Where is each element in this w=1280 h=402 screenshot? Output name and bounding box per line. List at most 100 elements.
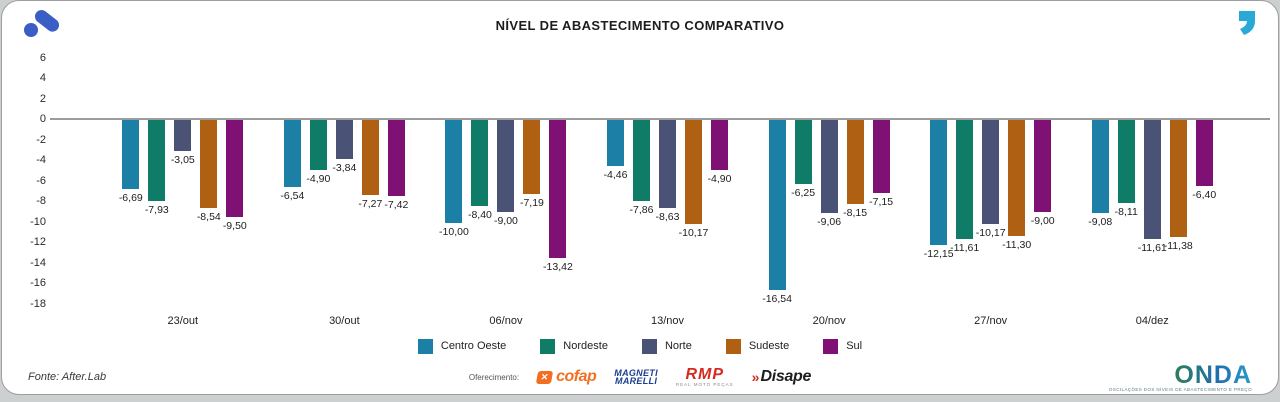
bar-value-label: -3,05 — [170, 154, 195, 167]
bar-nordeste — [633, 120, 651, 201]
disape-logo-text: Disape — [760, 368, 812, 385]
legend-label: Sudeste — [748, 340, 790, 352]
legend: Centro Oeste Nordeste Norte Sudeste Sul — [2, 333, 1278, 359]
bar-centro-oeste — [607, 120, 625, 166]
legend-label: Sul — [846, 340, 863, 352]
bar-centro-oeste — [768, 120, 786, 290]
onda-tagline: OSCILAÇÕES DOS NÍVEIS DE ABASTECIMENTO E… — [1108, 386, 1252, 392]
bar-sudeste — [1169, 120, 1187, 237]
bar-column: -11,61 — [950, 120, 979, 254]
cofap-logo: ✕ cofap — [535, 368, 597, 386]
page-title: NÍVEL DE ABASTECIMENTO COMPARATIVO — [495, 17, 785, 33]
bar-norte — [1143, 120, 1161, 239]
bar-value-label: -8,54 — [196, 210, 221, 223]
y-axis-tick-label: -12 — [30, 236, 46, 248]
cofap-logo-icon: ✕ — [535, 370, 554, 384]
bar-value-label: -9,00 — [1030, 215, 1055, 228]
bar-value-label: -16,54 — [762, 292, 792, 305]
afterlab-logo-icon — [22, 5, 62, 46]
bar-value-label: -8,15 — [843, 206, 868, 219]
bar-column: -3,84 — [332, 120, 356, 174]
bar-column: -4,90 — [708, 120, 731, 185]
bar-value-label: -9,50 — [222, 220, 247, 233]
bar-column: -11,30 — [1002, 120, 1031, 251]
bar-value-label: -7,42 — [384, 199, 409, 212]
legend-item: Sul — [823, 338, 863, 354]
magneti-marelli-logo: MAGNETI MARELLI — [614, 369, 658, 386]
footer: Fonte: After.Lab Oferecimento: ✕ cofap M… — [2, 359, 1278, 394]
y-axis-tick-label: -18 — [30, 297, 46, 310]
legend-item: Norte — [641, 338, 692, 354]
bar-value-label: -4,90 — [707, 173, 732, 186]
y-axis-tick-label: -10 — [30, 215, 46, 228]
x-axis-category-label: 20/nov — [812, 315, 846, 327]
bar-sudeste — [1008, 120, 1026, 236]
magneti-line2: MARELLI — [615, 376, 658, 386]
bar-column: -13,42 — [543, 120, 573, 273]
legend-label: Norte — [664, 340, 692, 352]
bar-value-label: -7,19 — [519, 196, 544, 209]
bar-column: -7,86 — [630, 120, 653, 216]
legend-swatch — [641, 338, 657, 354]
y-axis-tick-label: -8 — [36, 195, 46, 207]
bar-column: -6,25 — [791, 120, 815, 199]
bar-value-label: -8,40 — [467, 209, 492, 222]
quote-mark-icon — [1236, 10, 1258, 41]
bar-value-label: -9,00 — [493, 215, 518, 228]
bar-column: -9,08 — [1088, 120, 1112, 228]
y-axis-tick-label: 6 — [39, 51, 46, 64]
bar-column: -7,27 — [358, 120, 382, 210]
bar-nordeste — [956, 120, 974, 239]
bar-sul — [549, 120, 567, 258]
bar-nordeste — [148, 120, 166, 202]
legend-swatch — [540, 338, 556, 354]
disape-chevron-icon: » — [751, 369, 760, 385]
bar-column: -8,63 — [656, 120, 679, 223]
legend-item: Sudeste — [725, 338, 790, 354]
bar-column: -6,69 — [119, 120, 143, 204]
bar-column: -10,17 — [976, 120, 1006, 239]
y-axis-tick-label: -4 — [36, 154, 46, 166]
bar-nordeste — [1117, 120, 1135, 204]
bar-value-label: -6,40 — [1192, 188, 1217, 201]
rmp-logo: RMP REAL MOTO PEÇAS — [675, 366, 734, 387]
bar-norte — [335, 120, 353, 160]
y-axis-tick-label: -16 — [30, 277, 46, 289]
bar-sudeste — [685, 120, 703, 225]
bar-chart: 6 4 2 0 -2 -4 -6 -8 -10 -12 -14 -16 -18 -6,69 -7,93 -3… — [2, 51, 1278, 333]
bar-value-label: -7,27 — [358, 197, 383, 210]
bar-sudeste — [523, 120, 541, 194]
bar-column: -7,42 — [384, 120, 408, 211]
bar-value-label: -9,08 — [1088, 216, 1113, 229]
disape-logo: » Disape — [751, 368, 812, 386]
y-axis-tick-label: 4 — [39, 72, 46, 84]
rmp-logo-subtext: REAL MOTO PEÇAS — [675, 381, 734, 387]
bar-centro-oeste — [283, 120, 301, 188]
zero-axis-line — [50, 118, 1270, 120]
bar-centro-oeste — [445, 120, 463, 223]
bar-column: -8,40 — [468, 120, 492, 221]
header: NÍVEL DE ABASTECIMENTO COMPARATIVO — [2, 1, 1278, 49]
bar-value-label: -7,93 — [144, 204, 169, 217]
legend-swatch — [417, 338, 433, 354]
x-axis-category-label: 13/nov — [651, 315, 685, 327]
bar-column: -10,00 — [439, 120, 469, 238]
bar-groups: -6,69 -7,93 -3,05 -8,54 -9,50 23/out -6,54 -4,9… — [102, 51, 1233, 333]
bar-norte — [174, 120, 192, 152]
bar-column: -9,00 — [1031, 120, 1055, 227]
bar-value-label: -11,38 — [1163, 239, 1193, 252]
bar-value-label: -8,63 — [655, 211, 680, 224]
bar-column: -11,38 — [1164, 120, 1193, 252]
brand-left — [22, 5, 242, 46]
x-axis-category-label: 06/nov — [489, 315, 523, 327]
bar-column: -4,90 — [306, 120, 330, 185]
bar-sudeste — [361, 120, 379, 195]
bar-value-label: -10,17 — [975, 227, 1006, 240]
bar-nordeste — [471, 120, 489, 207]
bar-value-label: -7,86 — [629, 203, 654, 216]
bars-row: -10,00 -8,40 -9,00 -7,19 -13,42 — [425, 120, 587, 273]
sponsors-row: Oferecimento: ✕ cofap MAGNETI MARELLI RM… — [268, 366, 1012, 387]
x-axis-category-label: 30/out — [329, 315, 360, 327]
bar-sul — [1034, 120, 1052, 213]
bar-group: -12,15 -11,61 -10,17 -11,30 -9,00 27/nov — [910, 51, 1072, 333]
